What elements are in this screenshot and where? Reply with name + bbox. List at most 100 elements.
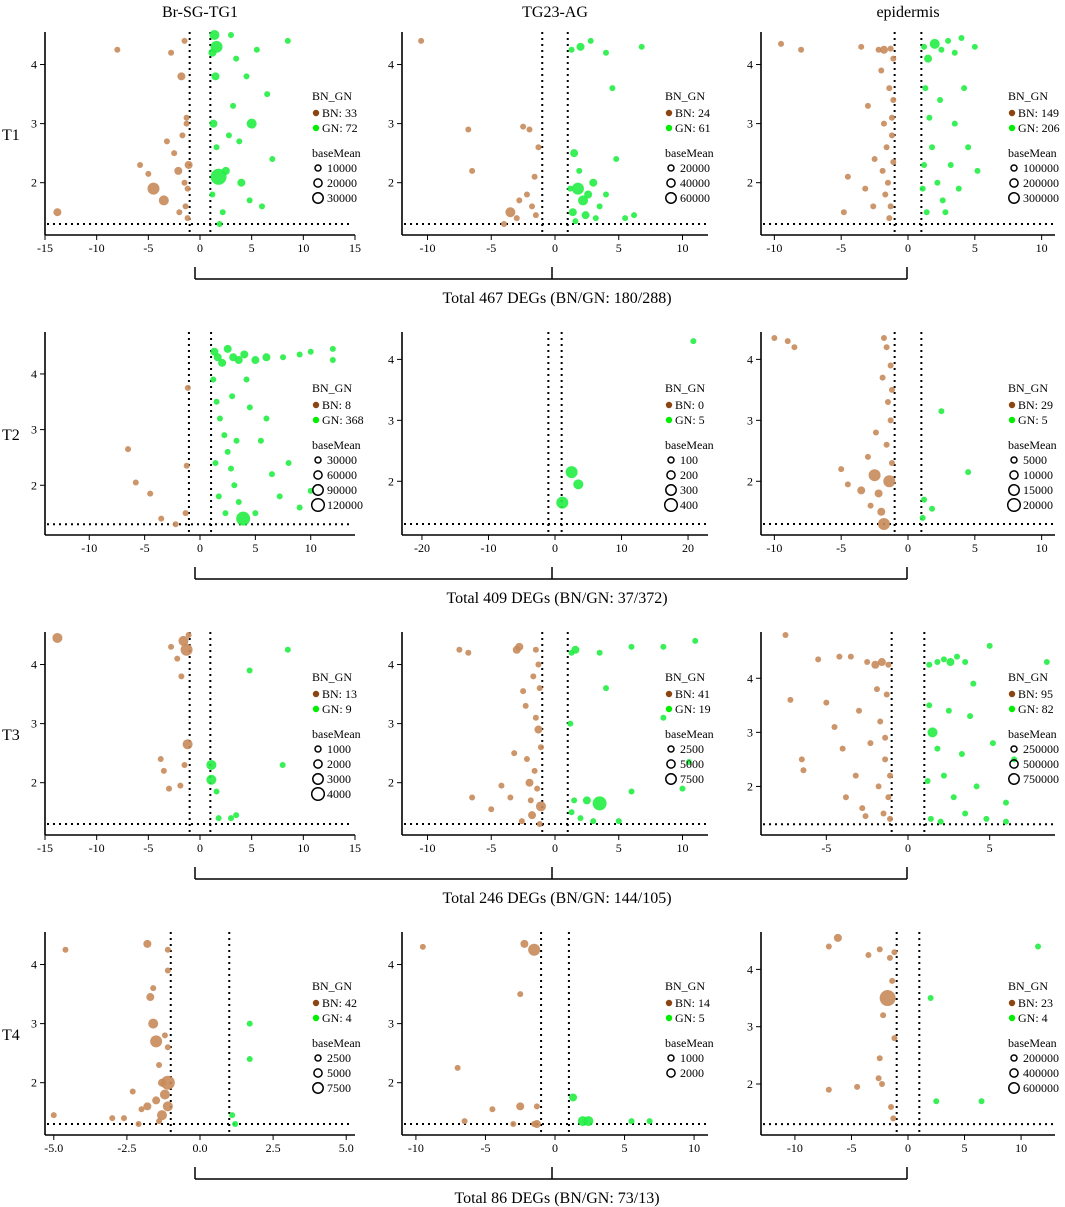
gn-point	[973, 783, 980, 790]
bn-point	[465, 126, 472, 133]
bn-point	[148, 1018, 159, 1029]
bn-point	[836, 653, 843, 660]
gn-point	[259, 203, 265, 210]
y-tick-label: 3	[31, 423, 37, 437]
x-tick-label: -5	[486, 841, 496, 855]
bn-point	[862, 185, 869, 192]
bn-point	[523, 756, 530, 763]
size-legend-title: baseMean	[665, 438, 714, 452]
bn-point	[875, 783, 882, 790]
y-tick-label: 3	[388, 117, 394, 131]
bn-point	[184, 215, 191, 222]
size-legend-label: 500000	[1023, 757, 1059, 771]
size-legend-label: 400000	[1023, 1066, 1059, 1080]
legend-title: BN_GN	[1008, 381, 1048, 395]
gn-point	[228, 32, 234, 38]
x-tick-label: -5	[143, 841, 153, 855]
legend-title: BN_GN	[312, 89, 352, 103]
total-degs-label: Total 86 DEGs (BN/GN: 73/13)	[454, 1190, 659, 1207]
x-tick-label: 0	[552, 841, 558, 855]
bn-point	[536, 821, 543, 828]
bn-point	[143, 1102, 152, 1111]
size-legend-circle	[1008, 484, 1020, 496]
gn-point	[933, 1098, 940, 1105]
bn-point	[879, 374, 886, 381]
bn-point	[520, 939, 529, 948]
legend-bn-dot	[665, 999, 673, 1007]
bn-point	[183, 120, 190, 127]
x-tick-label: 0	[905, 541, 911, 555]
gn-point	[926, 702, 933, 709]
bn-point	[160, 1075, 175, 1090]
bn-point	[838, 466, 845, 473]
gn-point	[923, 209, 930, 216]
legend-bn-label: BN: 8	[322, 398, 351, 412]
size-legend-circle	[666, 759, 676, 769]
bn-point	[534, 785, 541, 792]
x-tick-label: -10	[81, 541, 97, 555]
gn-point	[1035, 943, 1042, 950]
bn-point	[798, 46, 805, 53]
x-tick-label: 5	[622, 1141, 628, 1155]
legend-title: BN_GN	[665, 381, 705, 395]
legend-bn-dot	[665, 401, 673, 409]
size-legend-circle	[1010, 1054, 1018, 1062]
bn-point	[164, 946, 171, 953]
legend-gn-label: GN: 4	[1018, 1011, 1048, 1025]
bn-point	[171, 150, 178, 157]
gn-point	[246, 404, 253, 411]
x-tick-label: -5	[846, 1141, 856, 1155]
bn-point	[516, 1102, 525, 1111]
legend-title: BN_GN	[1008, 89, 1048, 103]
size-legend-label: 20000	[680, 161, 710, 175]
size-legend-title: baseMean	[312, 727, 361, 741]
bn-point	[120, 1115, 127, 1122]
gn-point	[571, 645, 580, 654]
bn-point	[114, 46, 121, 53]
y-tick-label: 4	[747, 671, 753, 685]
y-tick-label: 4	[31, 958, 37, 972]
bn-point	[825, 1086, 832, 1093]
x-tick-label: 10	[1036, 241, 1048, 255]
size-legend-title: baseMean	[665, 1036, 714, 1050]
gn-point	[228, 465, 234, 472]
gn-point	[934, 179, 941, 186]
gn-point	[926, 661, 933, 668]
x-tick-label: 0	[197, 541, 203, 555]
gn-point	[958, 750, 965, 757]
gn-point	[950, 794, 957, 801]
bn-point	[528, 811, 537, 820]
bn-point	[147, 182, 160, 195]
gn-point	[296, 504, 303, 511]
x-tick-label: 0	[552, 541, 558, 555]
bn-point	[174, 655, 181, 662]
y-tick-label: 3	[388, 413, 394, 427]
bn-point	[535, 801, 546, 812]
gn-point	[232, 1121, 239, 1128]
bn-point	[162, 1101, 173, 1112]
y-tick-label: 2	[747, 779, 753, 793]
legend-gn-dot	[1008, 416, 1016, 424]
bn-point	[883, 344, 890, 351]
gn-point	[1003, 818, 1009, 825]
size-legend-circle	[667, 745, 675, 753]
gn-point	[679, 785, 686, 792]
size-legend-circle	[666, 178, 676, 188]
gn-point	[246, 118, 257, 129]
gn-point	[628, 643, 635, 650]
bn-point	[158, 515, 165, 522]
gn-point	[578, 195, 589, 206]
size-legend-circle	[1006, 497, 1022, 513]
bn-point	[182, 739, 193, 750]
legend-title: BN_GN	[665, 89, 705, 103]
size-legend-circle	[1008, 773, 1020, 785]
bn-point	[839, 745, 846, 752]
bn-point	[877, 718, 884, 725]
panel-T2-Br-SG-TG1: -10 -5 0 5 10 2 3 4 BN_GN BN: 8GN: 368 baseMean300…	[31, 332, 364, 555]
gn-point	[646, 1118, 653, 1125]
size-legend-circle	[312, 192, 324, 204]
legend-bn-dot	[1008, 690, 1016, 698]
bn-point	[865, 952, 872, 959]
